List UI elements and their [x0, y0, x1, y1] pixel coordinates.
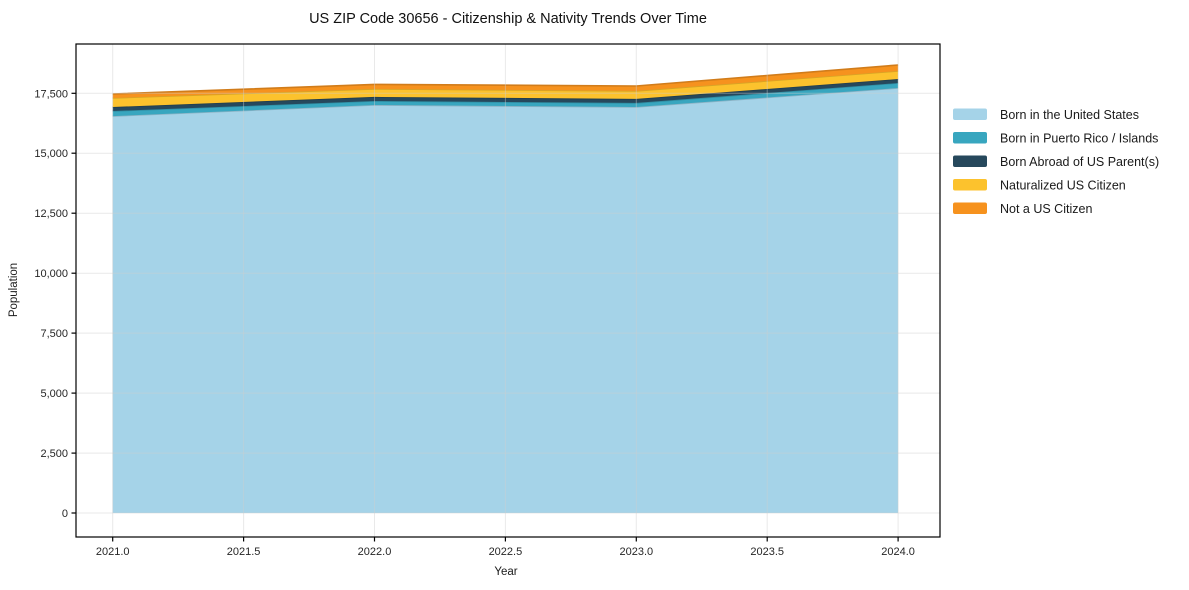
- y-tick-label: 12,500: [34, 208, 68, 220]
- legend-swatch: [953, 202, 987, 214]
- y-tick-label: 0: [62, 508, 68, 520]
- legend-label: Born in the United States: [1000, 108, 1139, 122]
- chart-title: US ZIP Code 30656 - Citizenship & Nativi…: [309, 11, 707, 27]
- legend-swatch: [953, 155, 987, 167]
- y-tick-label: 10,000: [34, 268, 68, 280]
- plot-border: [75, 43, 941, 538]
- y-tick-label: 7,500: [40, 328, 68, 340]
- legend-swatch: [953, 108, 987, 120]
- area-topline-not-a-us-citizen: [112, 64, 899, 95]
- area-series-born-abroad-of-us-parent-s: [112, 79, 899, 111]
- legend-item-naturalized-us-citizen: Naturalized US Citizen: [953, 179, 1126, 193]
- grid-lines: [76, 44, 940, 537]
- y-tick-label: 2,500: [40, 448, 68, 460]
- legend-label: Born Abroad of US Parent(s): [1000, 155, 1159, 169]
- area-series-naturalized-us-citizen: [112, 71, 899, 107]
- area-series-born-in-the-united-states: [112, 88, 899, 513]
- x-tick-label: 2021.0: [96, 546, 130, 558]
- y-tick-label: 15,000: [34, 148, 68, 160]
- x-tick-label: 2022.5: [489, 546, 523, 558]
- y-tick-label: 17,500: [34, 88, 68, 100]
- area-series-not-a-us-citizen: [112, 65, 899, 98]
- legend-item-born-in-the-united-states: Born in the United States: [953, 108, 1139, 122]
- axis-tick-labels: 2021.0 2021.5 2022.0 2022.5 2023.0 2023.5 2024…: [34, 88, 915, 558]
- x-tick-label: 2021.5: [227, 546, 261, 558]
- area-series-group: [112, 64, 899, 513]
- legend-item-not-a-us-citizen: Not a US Citizen: [953, 202, 1092, 216]
- legend-label: Born in Puerto Rico / Islands: [1000, 132, 1158, 146]
- x-tick-label: 2022.0: [358, 546, 392, 558]
- y-axis-label: Population: [8, 263, 20, 317]
- legend-swatch: [953, 179, 987, 191]
- legend-swatch: [953, 132, 987, 144]
- legend-item-born-abroad-of-us-parent-s: Born Abroad of US Parent(s): [953, 155, 1159, 169]
- axis-ticks: [71, 92, 899, 542]
- legend-label: Naturalized US Citizen: [1000, 179, 1126, 193]
- x-tick-label: 2024.0: [881, 546, 915, 558]
- x-tick-label: 2023.0: [619, 546, 653, 558]
- x-axis-label: Year: [494, 566, 517, 578]
- y-tick-label: 5,000: [40, 388, 68, 400]
- legend: Born in the United States Born in Puerto …: [953, 108, 1159, 216]
- legend-item-born-in-puerto-rico-islands: Born in Puerto Rico / Islands: [953, 132, 1158, 146]
- x-tick-label: 2023.5: [750, 546, 784, 558]
- legend-label: Not a US Citizen: [1000, 202, 1092, 216]
